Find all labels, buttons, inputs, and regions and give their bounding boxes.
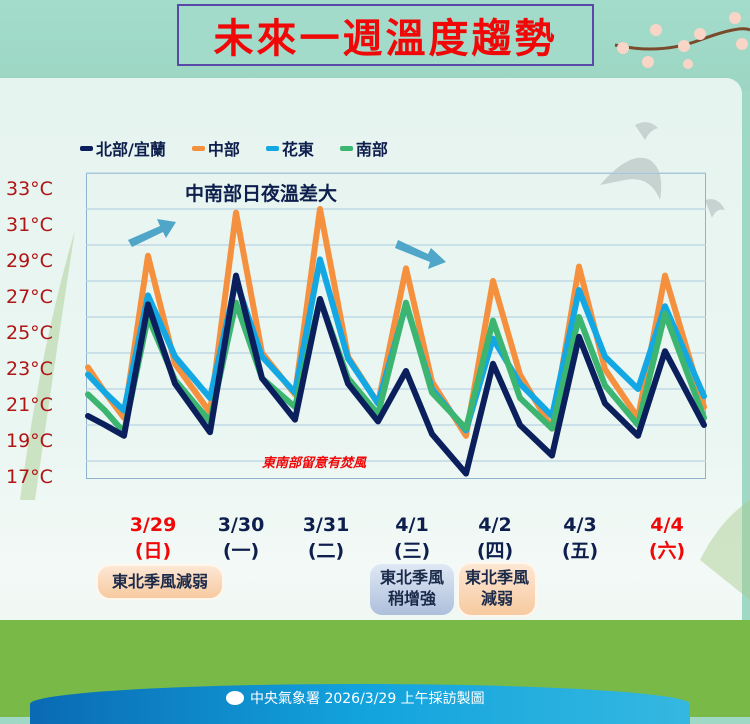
y-tick-label: 33°C: [6, 178, 53, 200]
day-date: 4/2: [478, 514, 512, 536]
day-weekday: (一): [222, 540, 260, 562]
series-lines: [85, 206, 707, 477]
day-weekday: (日): [134, 540, 172, 562]
legend-label: 中部: [207, 140, 240, 159]
legend-item-east: 花東: [265, 136, 314, 160]
swallow-birds-icon: [600, 122, 725, 218]
day-label-3-31: 3/31 (二): [286, 512, 366, 564]
series-line-0: [85, 272, 707, 477]
y-tick-label: 21°C: [6, 394, 53, 416]
badge-ne-monsoon-weaken: 東北季風減弱: [98, 566, 222, 598]
day-date: 3/30: [217, 514, 265, 536]
badge-ne-monsoon-weaken-2: 東北季風 減弱: [459, 564, 535, 615]
series-line-1: [85, 206, 707, 439]
y-tick-label: 17°C: [6, 466, 53, 488]
cwa-logo-icon: [226, 691, 244, 705]
trend-arrow-up-icon: [128, 219, 176, 247]
annotation-day-night-diff: 中南部日夜溫差大: [185, 183, 338, 205]
day-date: 3/29: [129, 514, 177, 536]
blossom-branch-icon: [614, 12, 750, 69]
day-label-3-29: 3/29 (日): [113, 512, 193, 564]
day-date: 4/3: [563, 514, 597, 536]
y-tick-label: 19°C: [6, 430, 53, 452]
legend-item-central: 中部: [191, 136, 240, 160]
day-weekday: (三): [393, 540, 431, 562]
page-title: 未來一週溫度趨勢: [213, 16, 558, 62]
day-weekday: (四): [476, 540, 514, 562]
annotation-foehn-wind: 東南部留意有焚風: [262, 456, 367, 471]
day-weekday: (五): [561, 540, 599, 562]
legend-swatch: [339, 145, 353, 151]
day-label-4-1: 4/1 (三): [372, 512, 452, 564]
day-label-3-30: 3/30 (一): [201, 512, 281, 564]
legend-item-north: 北部/宜蘭: [80, 136, 166, 160]
legend-item-south: 南部: [339, 136, 388, 160]
y-tick-label: 25°C: [6, 322, 53, 344]
day-label-4-3: 4/3 (五): [540, 512, 620, 564]
y-tick-label: 23°C: [6, 358, 53, 380]
badge-ne-monsoon-strengthen: 東北季風 稍增強: [370, 564, 454, 615]
trend-arrow-down-icon: [395, 240, 446, 269]
legend-swatch: [265, 145, 279, 151]
y-tick-label: 29°C: [6, 250, 53, 272]
legend-label: 南部: [355, 140, 388, 159]
day-label-4-4: 4/4 (六): [627, 512, 707, 564]
legend-swatch: [80, 145, 93, 151]
day-weekday: (六): [648, 540, 686, 562]
day-weekday: (二): [307, 540, 345, 562]
day-label-4-2: 4/2 (四): [455, 512, 535, 564]
day-date: 3/31: [302, 514, 350, 536]
legend-label: 北部/宜蘭: [96, 140, 166, 159]
title-box: 未來一週溫度趨勢: [177, 4, 594, 66]
footer-text: 中央氣象署 2026/3/29 上午採訪製圖: [250, 691, 485, 707]
grass-leaves-icon: [20, 230, 750, 600]
y-tick-label: 31°C: [6, 214, 53, 236]
day-date: 4/1: [395, 514, 429, 536]
y-tick-label: 27°C: [6, 286, 53, 308]
legend-swatch: [191, 145, 205, 151]
legend-label: 花東: [281, 140, 314, 159]
footer-credit: 中央氣象署 2026/3/29 上午採訪製圖: [226, 688, 485, 708]
day-date: 4/4: [650, 514, 684, 536]
chart-legend: 北部/宜蘭 中部 花東 南部: [80, 136, 388, 160]
